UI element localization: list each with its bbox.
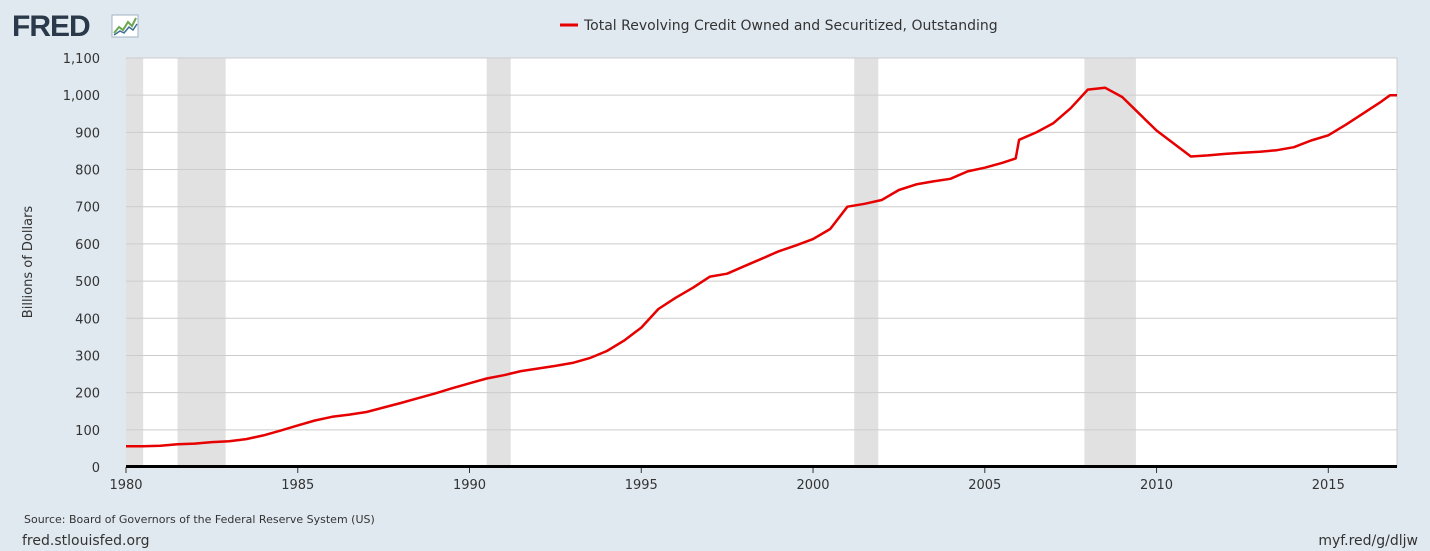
y-axis-label: Billions of Dollars xyxy=(21,206,36,319)
y-tick-label: 500 xyxy=(75,275,100,290)
x-tick-label: 1995 xyxy=(625,478,658,493)
x-tick-label: 1980 xyxy=(109,478,142,493)
recession-band xyxy=(177,58,226,467)
fred-logo[interactable]: FRED xyxy=(12,10,139,43)
recession-bands xyxy=(126,58,1136,467)
fred-logo-text: FRED xyxy=(12,10,90,43)
series-line xyxy=(126,86,1397,448)
y-tick-label: 900 xyxy=(75,126,100,141)
y-tick-label: 0 xyxy=(92,461,100,476)
recession-band xyxy=(1084,58,1136,467)
y-tick-label: 700 xyxy=(75,201,100,216)
x-tick-label: 2015 xyxy=(1312,478,1345,493)
site-link[interactable]: fred.stlouisfed.org xyxy=(22,533,149,549)
y-axis-ticks: 0 100 200 300 400 500 600 700 800 900 1,000 1,100 xyxy=(63,52,100,476)
y-tick-label: 800 xyxy=(75,164,100,179)
y-tick-label: 100 xyxy=(75,424,100,439)
y-tick-label: 1,000 xyxy=(63,89,100,104)
legend-label: Total Revolving Credit Owned and Securit… xyxy=(583,18,998,34)
y-tick-label: 1,100 xyxy=(63,52,100,67)
grid-lines xyxy=(126,57,1398,467)
y-tick-label: 300 xyxy=(75,349,100,364)
recession-band xyxy=(126,58,144,467)
x-tick-label: 2005 xyxy=(968,478,1001,493)
x-tick-label: 1990 xyxy=(453,478,486,493)
y-tick-label: 400 xyxy=(75,312,100,327)
source-note: Source: Board of Governors of the Federa… xyxy=(24,513,375,526)
fred-logo-graph-icon xyxy=(111,14,139,38)
short-url-link[interactable]: myf.red/g/dljw xyxy=(1318,533,1418,549)
plot-background xyxy=(126,58,1397,467)
legend: Total Revolving Credit Owned and Securit… xyxy=(560,18,998,34)
y-tick-label: 200 xyxy=(75,387,100,402)
x-tick-label: 2000 xyxy=(796,478,829,493)
recession-band xyxy=(486,58,511,467)
x-tick-label: 2010 xyxy=(1140,478,1173,493)
y-tick-label: 600 xyxy=(75,238,100,253)
x-tick-label: 1985 xyxy=(281,478,314,493)
recession-band xyxy=(854,58,879,467)
x-axis-ticks: 1980 1985 1990 1995 2000 2005 2010 2015 xyxy=(109,467,1345,493)
